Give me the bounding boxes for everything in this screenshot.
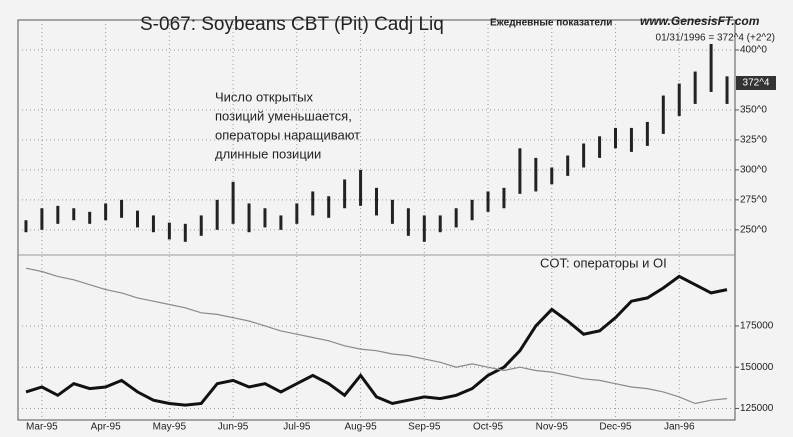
x-tick-label: Jan-96: [664, 422, 695, 433]
x-tick-label: May-95: [153, 422, 187, 433]
x-tick-label: Nov-95: [536, 422, 569, 433]
subtitle: Ежедневные показатели: [490, 18, 612, 29]
x-tick-label: Aug-95: [344, 422, 377, 433]
x-tick-label: Dec-95: [599, 422, 632, 433]
last-badge: [736, 76, 776, 90]
x-tick-label: Jul-95: [283, 422, 311, 433]
plot-frame: [17, 19, 736, 421]
annotation: длинные позиции: [215, 146, 321, 161]
y-tick-label: 300^0: [740, 165, 767, 176]
x-tick-label: Apr-95: [91, 422, 121, 433]
y-tick-label: 125000: [740, 403, 774, 414]
series-line: [25, 274, 728, 407]
y-tick-label: 150000: [740, 362, 774, 373]
source: www.GenesisFT.com: [640, 14, 760, 28]
y-tick-label: 350^0: [740, 105, 767, 116]
y-tick-label: 325^0: [740, 135, 767, 146]
series-line: [25, 267, 728, 405]
x-tick-label: Mar-95: [26, 422, 58, 433]
y-tick-label: 275^0: [740, 194, 767, 205]
y-tick-label: 400^0: [740, 45, 767, 56]
annotation: операторы наращивают: [215, 127, 360, 142]
last-label: 372^4: [743, 78, 770, 89]
chart-title: S-067: Soybeans CBT (Pit) Cadj Liq: [140, 14, 444, 35]
y-tick-label: 250^0: [740, 224, 767, 235]
x-tick-label: Sep-95: [408, 422, 441, 433]
annotation: Число открытых: [215, 89, 313, 104]
x-tick-label: Jun-95: [218, 422, 249, 433]
x-tick-label: Oct-95: [473, 422, 503, 433]
y-tick-label: 175000: [740, 321, 774, 332]
annotation: позиций уменьшается,: [215, 108, 352, 123]
annotation: COT: операторы и OI: [540, 255, 667, 270]
last-quote: 01/31/1996 = 372^4 (+2^2): [656, 33, 775, 44]
